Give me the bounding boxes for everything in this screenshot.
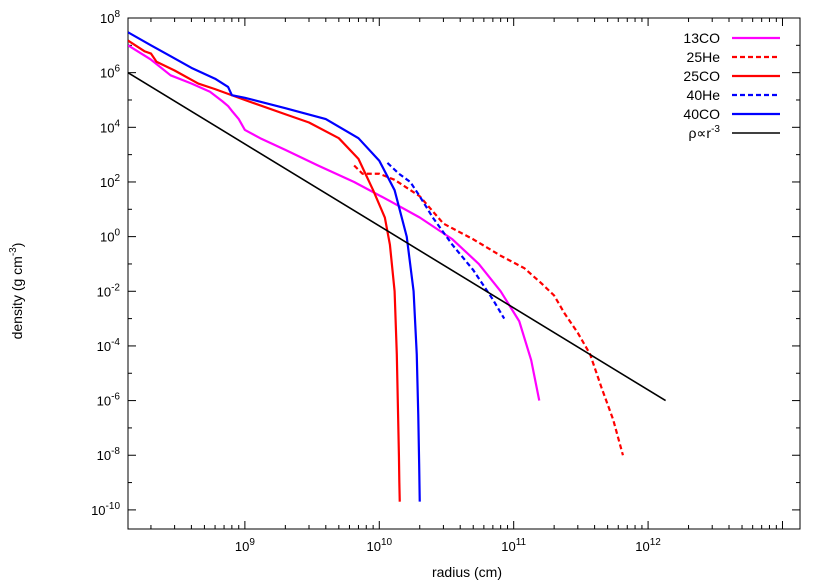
series-line-0 — [128, 44, 541, 401]
legend-label: 40CO — [683, 106, 720, 122]
legend-label: ρ∝r-3 — [688, 124, 720, 141]
series-line-4 — [128, 31, 421, 502]
y-tick-label: 10-4 — [97, 337, 121, 354]
x-tick-labels: 109 1010 1011 1012 — [235, 537, 661, 554]
legend-label: 25CO — [683, 68, 720, 84]
legend-label: 25He — [687, 49, 721, 65]
y-tick-label: 106 — [100, 64, 120, 81]
series-line-2 — [128, 39, 401, 502]
x-tick-label: 109 — [235, 537, 255, 554]
y-axis-title: density (g cm-3) — [8, 243, 25, 340]
legend-label: 13CO — [683, 30, 720, 46]
y-tick-label: 100 — [100, 228, 120, 245]
series-line-3 — [386, 162, 506, 320]
x-tick-label: 1010 — [366, 537, 392, 554]
y-tick-label: 10-8 — [97, 446, 121, 463]
y-axis-title-exp: -3 — [8, 247, 19, 256]
plot-area — [127, 17, 801, 530]
legend: 13CO 25He 25CO 40He 40CO ρ∝r-3 — [683, 30, 780, 141]
x-tick-label: 1011 — [501, 537, 526, 554]
y-tick-label: 10-2 — [97, 282, 121, 299]
y-tick-labels: 10-10 10-8 10-6 10-4 10-2 100 102 104 106 108 — [91, 9, 120, 518]
y-tick-label: 10-10 — [91, 501, 120, 518]
series-layer — [128, 31, 667, 502]
y-tick-label: 108 — [100, 9, 120, 26]
axis-ticks — [128, 17, 800, 529]
x-tick-label: 1012 — [635, 537, 661, 554]
series-line-1 — [353, 164, 625, 456]
y-tick-label: 10-6 — [97, 392, 121, 409]
y-tick-label: 104 — [100, 118, 120, 135]
y-tick-label: 102 — [100, 173, 120, 190]
y-axis-title-close: ) — [9, 243, 25, 248]
legend-label: 40He — [687, 87, 721, 103]
plot-frame — [127, 17, 801, 530]
series-line-5 — [128, 71, 667, 402]
x-axis-title: radius (cm) — [432, 564, 502, 580]
y-axis-title-text: density (g cm — [9, 256, 25, 339]
